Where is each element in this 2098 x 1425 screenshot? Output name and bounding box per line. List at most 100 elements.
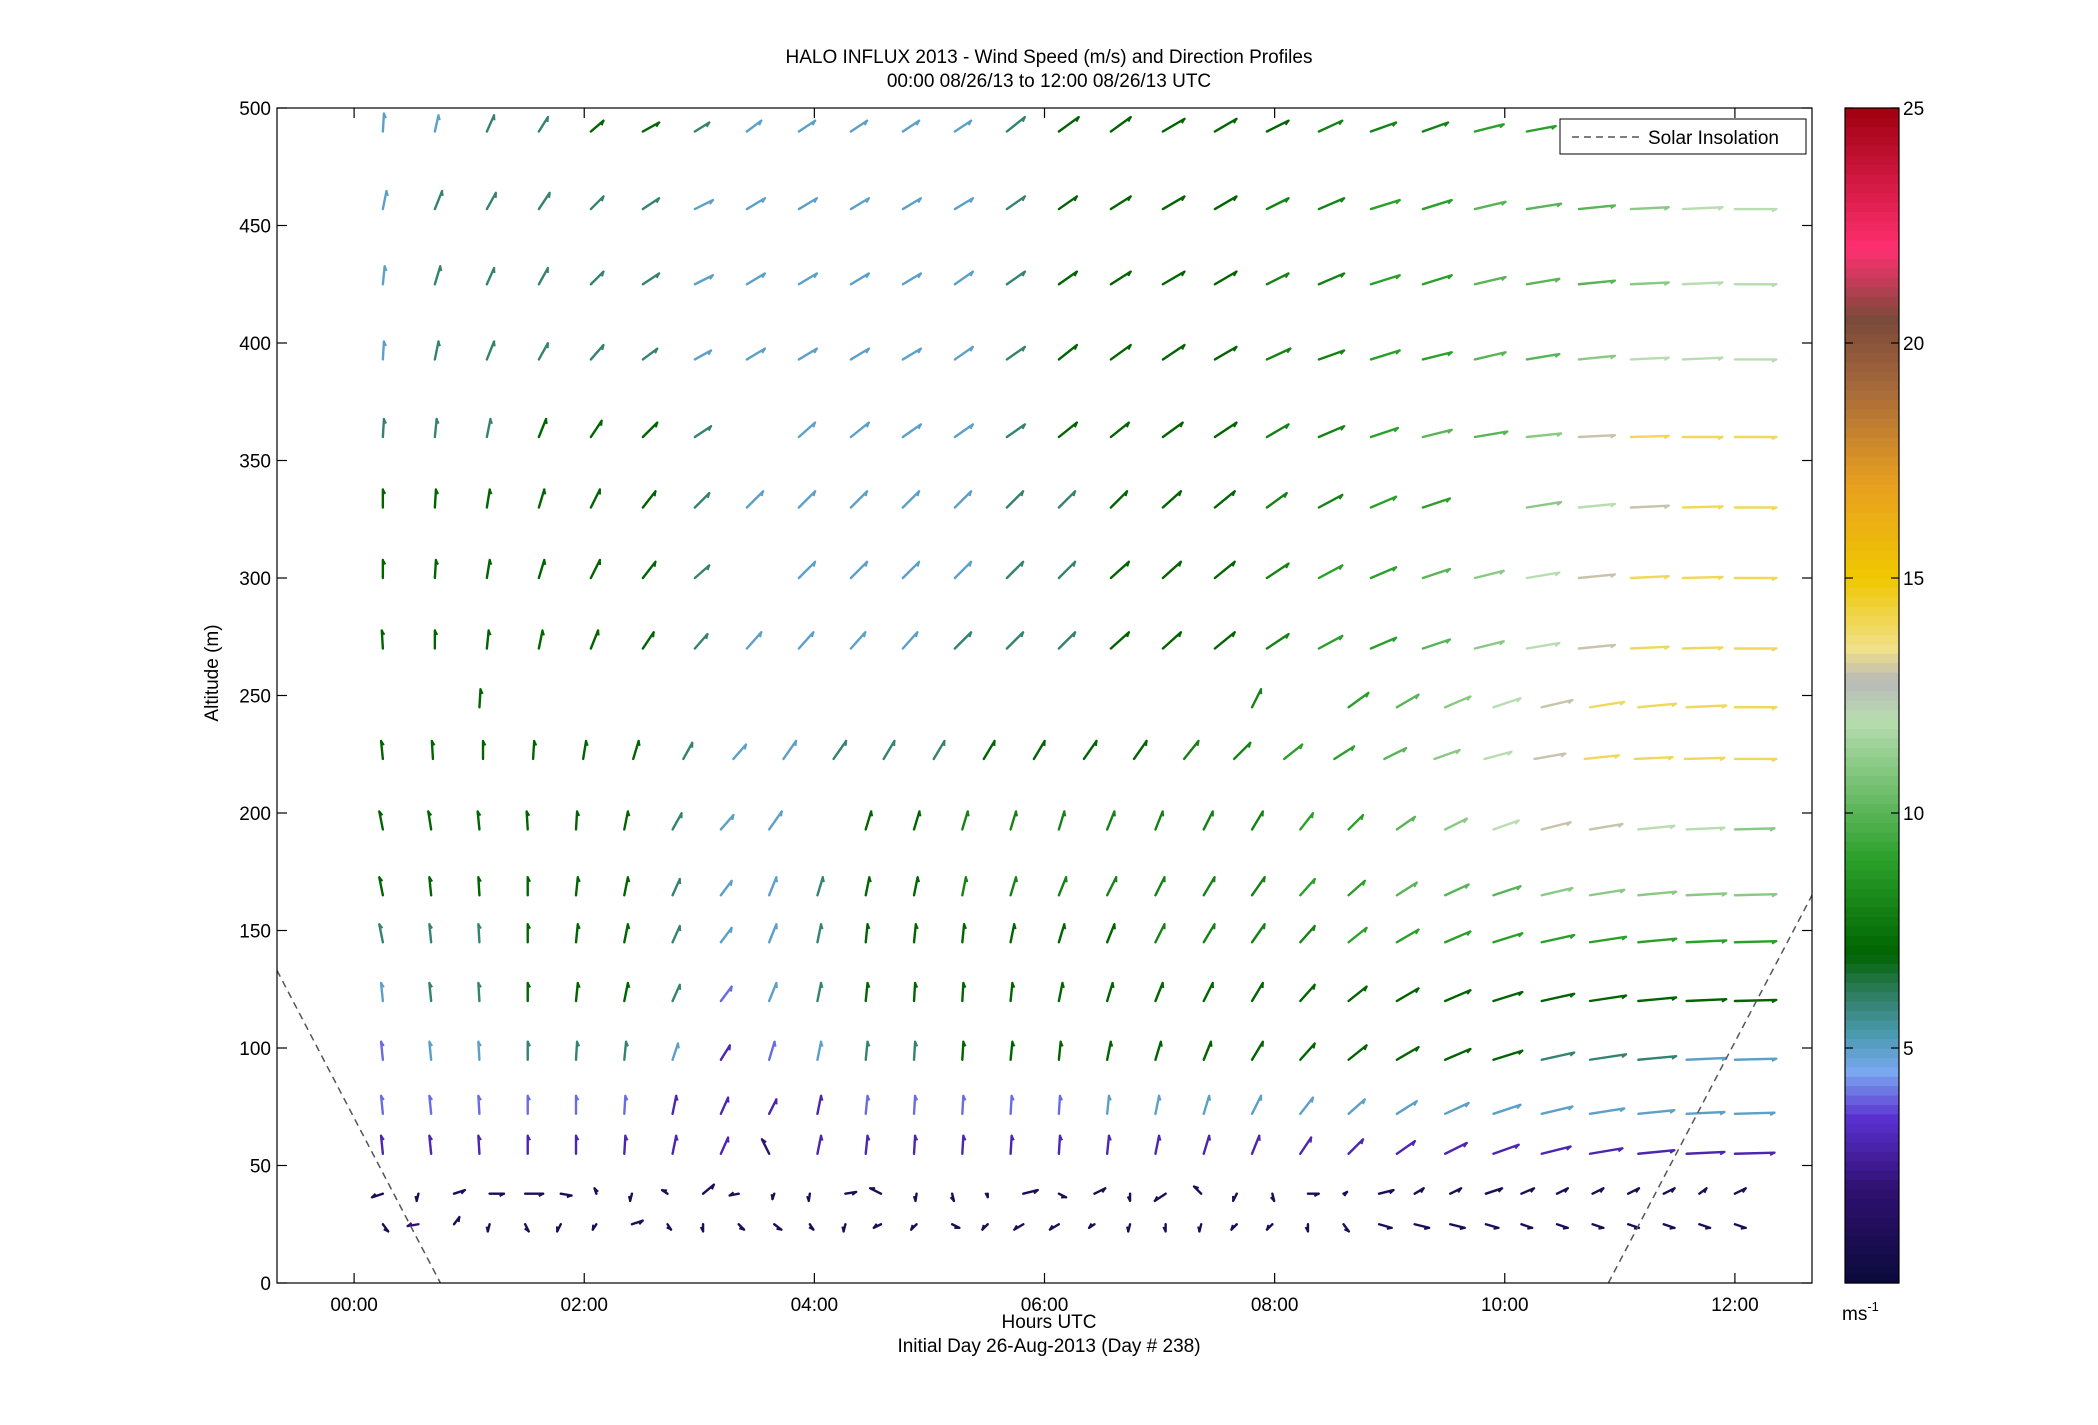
wind-vector-head [1178,631,1182,638]
wind-vector [1473,640,1505,650]
wind-vector [428,1094,433,1116]
wind-vector-head [1610,573,1616,579]
colorbar-band [1845,700,1899,711]
wind-vector [1105,923,1116,944]
wind-vector-head [962,982,967,988]
wind-vector [641,490,657,509]
wind-vector [525,810,529,831]
wind-vector [912,1094,917,1116]
wind-vector [1057,195,1079,211]
wind-vector [1250,1134,1261,1155]
wind-vector [1202,1134,1211,1155]
wind-vector [745,490,765,509]
wind-vector [1299,1042,1316,1061]
colorbar-band [1845,465,1899,476]
wind-vector [1525,432,1563,439]
wind-vector [632,739,640,761]
wind-vector-head [1717,576,1724,581]
wind-vector [961,981,965,1003]
wind-vector-head [738,1227,745,1231]
x-tick-label: 04:00 [791,1295,839,1316]
wind-vector [961,1094,965,1116]
wind-vector [797,490,817,509]
wind-vector-head [1338,564,1344,571]
wind-vector-head [655,121,660,128]
colorbar-band [1845,1048,1899,1058]
wind-vector-head [1153,1196,1159,1202]
wind-vector [1213,490,1236,509]
wind-vector-head [626,811,631,817]
wind-vector-head [794,740,798,747]
solar-insolation-lines [276,894,1813,1284]
colorbar-band [1845,183,1899,194]
wind-vector-head [969,197,974,204]
wind-vector [1317,119,1344,133]
colorbar-band [1845,1151,1899,1162]
wind-vector-head [1181,195,1186,202]
wind-vector [849,197,871,211]
wind-vector-head [1392,496,1397,502]
wind-vector [1520,1187,1536,1195]
wind-vector-head [675,1135,679,1141]
colorbar-band [1845,502,1899,513]
wind-vector [912,810,921,831]
wind-vector [1473,275,1507,286]
wind-vector [476,810,481,831]
wind-vector [693,198,715,211]
wind-vector [428,1134,433,1155]
wind-vector-head [1413,882,1418,888]
colorbar-band [1845,916,1899,927]
colorbar-band [1845,1019,1899,1030]
wind-vector-head [457,1216,461,1223]
legend-label: Solar Insolation [1648,128,1779,149]
colorbar-band [1845,1189,1899,1199]
wind-vector-head [914,1041,919,1047]
wind-vector-head [1101,1187,1107,1193]
wind-vector [1109,490,1129,509]
wind-vector-head [637,740,641,747]
colorbar-band [1845,437,1899,447]
wind-vector [1005,270,1027,286]
wind-vector-head [1362,1099,1366,1105]
wind-vector-head [626,982,631,989]
colorbar-band [1845,803,1899,814]
wind-vector [1377,1188,1395,1195]
wind-vector [1540,886,1574,897]
wind-vector-head [729,927,733,933]
wind-vector-head [1286,348,1292,354]
wind-vector-head [1621,936,1627,941]
wind-vector-head [499,1192,505,1197]
wind-vector-head [759,632,763,638]
y-axis-ticks: 0 50 100 150 200 250 300 350 400 450 500 [239,99,1812,1295]
wind-vector [574,876,580,897]
wind-vector-head [1617,1147,1624,1153]
wind-vector-head [968,632,973,638]
wind-vector-head [1564,1187,1569,1193]
wind-vector-head [917,272,922,279]
wind-vector [1109,115,1132,133]
colorbar-band [1845,540,1899,551]
wind-vector-head [1569,934,1575,940]
wind-vector [1057,1134,1062,1155]
wind-vector [1250,810,1265,831]
wind-vector-head [866,422,870,428]
wind-vector-head [1567,699,1574,705]
wind-vector [1317,197,1346,211]
colorbar-band [1845,202,1899,212]
wind-vector-head [1445,638,1451,644]
wind-vector-head [1717,436,1723,441]
wind-vector-head [1072,491,1077,497]
colorbar-band [1845,1057,1899,1068]
wind-vector-head [1386,1226,1392,1230]
wind-vector-head [1771,358,1777,363]
wind-vector-head [575,1095,580,1101]
wind-vector [1685,998,1728,1003]
wind-vector-head [477,923,482,930]
wind-vector [719,1096,730,1116]
wind-vector-head [1392,121,1397,127]
wind-vector-head [865,197,870,204]
wind-vector-head [1669,1226,1675,1230]
wind-vector-head [917,348,922,354]
colorbar-band [1845,653,1899,664]
wind-vector-head [1094,740,1098,747]
